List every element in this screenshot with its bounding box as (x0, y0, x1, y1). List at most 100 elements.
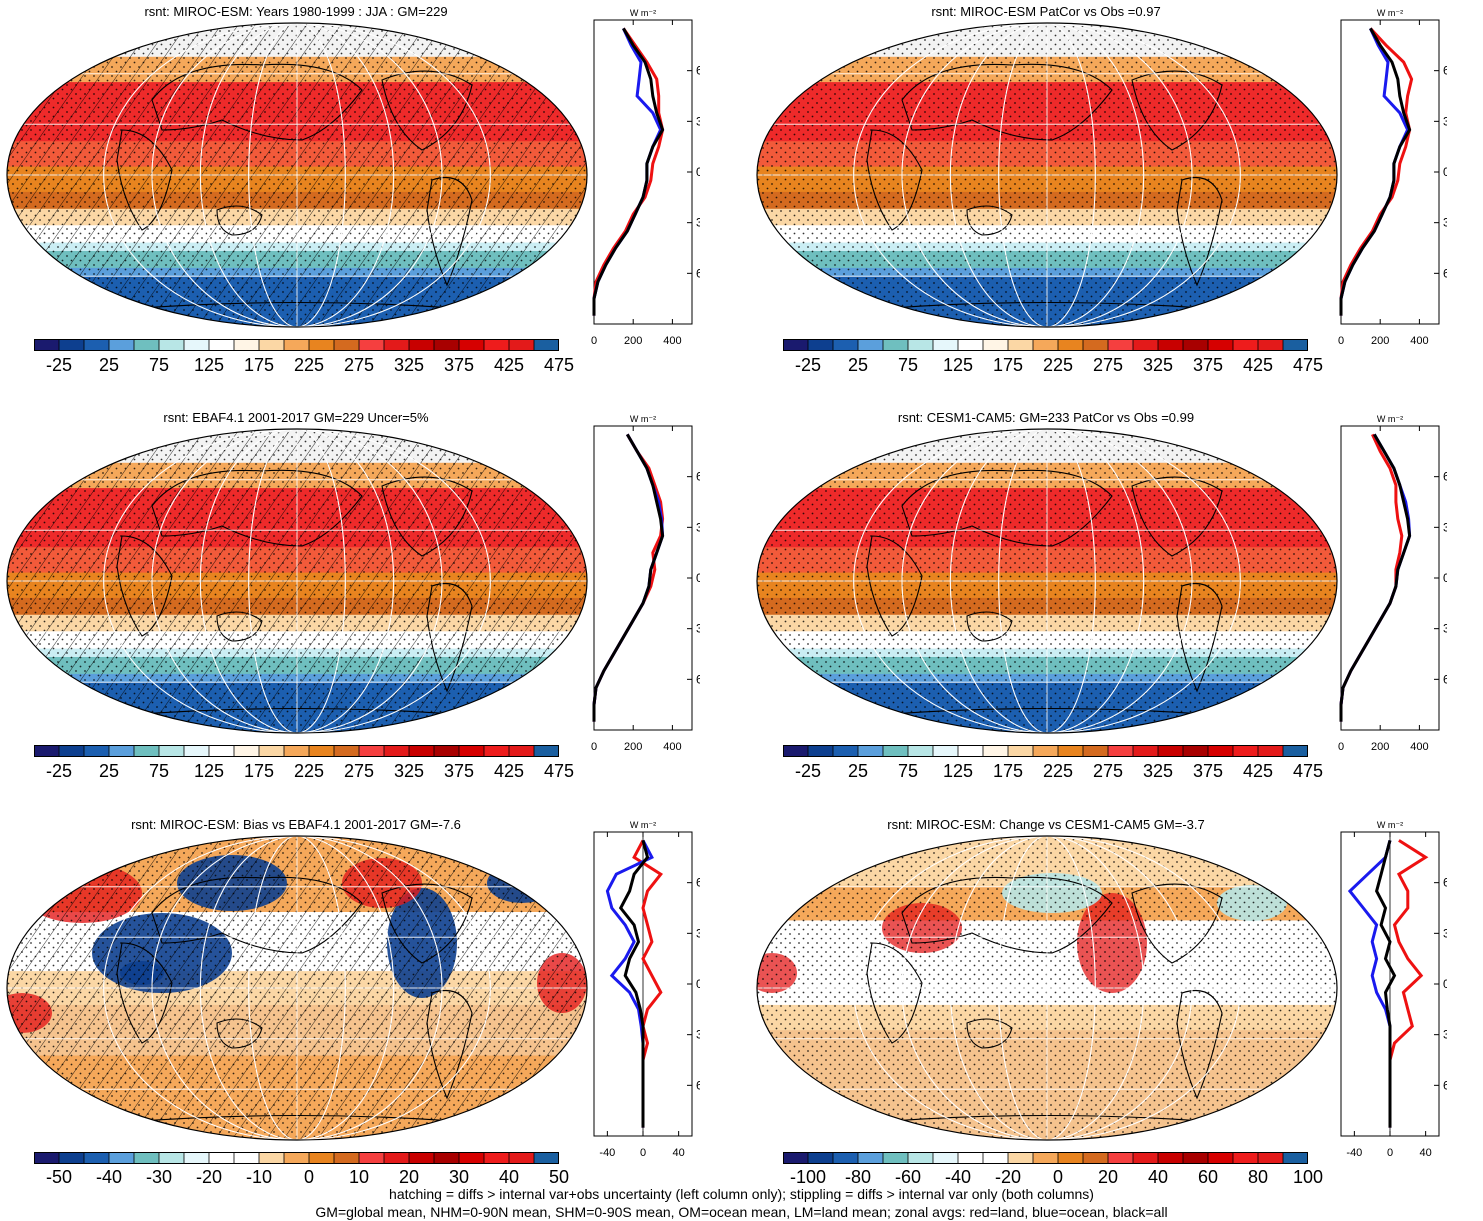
coastline (426, 582, 473, 693)
zonal-lat-label: 0 (696, 571, 700, 585)
colorbar-tick-label: 25 (847, 761, 869, 781)
coastline (151, 469, 363, 547)
colorbar-tick-label: -10 (245, 1167, 273, 1187)
zonal-lat-label: 60N (696, 64, 700, 78)
coastline (1131, 883, 1223, 964)
zonal-plot-6: W m⁻² 60N 30N 0 30S 60S -40 0 40 (1340, 820, 1447, 1159)
graticule-meridian (248, 836, 346, 1140)
colorbar-box (858, 1152, 884, 1164)
colorbar-box (933, 745, 959, 757)
colorbar-tick-label: -80 (844, 1167, 872, 1187)
colorbar-labels: -25 25 75 125 175 225 275 325 375 425 475 (783, 761, 1323, 785)
colorbar-box (783, 1152, 809, 1164)
colorbar-box (534, 745, 559, 757)
coastline (1131, 476, 1223, 557)
zonal-xtick-label: -40 (1346, 1147, 1362, 1159)
colorbar-tick-label: -25 (45, 761, 73, 781)
coastline (151, 63, 363, 141)
colorbar-box (484, 1152, 510, 1164)
colorbar-box (434, 745, 460, 757)
colorbar-box (1208, 1152, 1234, 1164)
colorbar-frame (783, 339, 1308, 351)
zonal-xtick-label: 0 (1338, 741, 1344, 753)
graticule-meridian (199, 23, 395, 327)
panel-title: rsnt: MIROC-ESM: Change vs CESM1-CAM5 GM… (887, 817, 1205, 832)
zonal-lat-label: 30S (696, 216, 700, 230)
coastline (116, 535, 173, 637)
zonal-lat-label: 60S (696, 672, 700, 686)
zonal-line-all (592, 27, 665, 316)
zonal-xtick-label: 200 (1371, 741, 1389, 753)
zonal-xtick-label: -40 (599, 1147, 615, 1159)
zonal-line-land (1339, 27, 1414, 316)
colorbar-box (34, 745, 60, 757)
colorbar-box (1183, 1152, 1209, 1164)
colorbar-1 (34, 339, 559, 351)
colorbar-tick-label: 80 (1247, 1167, 1269, 1187)
footer-line-2: GM=global mean, NHM=0-90N mean, SHM=0-90… (315, 1204, 1168, 1220)
coastline (116, 942, 173, 1044)
colorbar-box (883, 745, 909, 757)
colorbar-box (209, 339, 235, 351)
colorbar-box (1083, 339, 1109, 351)
colorbar-box (1258, 1152, 1284, 1164)
colorbar-box (434, 1152, 460, 1164)
map-field (757, 836, 1337, 1140)
colorbar-box (1208, 339, 1234, 351)
coastline (1176, 989, 1223, 1100)
colorbar-box (1083, 1152, 1109, 1164)
colorbar-frame (34, 339, 559, 351)
zonal-lat-label: 30S (1443, 1028, 1447, 1042)
colorbar-box (284, 745, 310, 757)
colorbar-box (84, 1152, 110, 1164)
colorbar-box (1008, 745, 1034, 757)
colorbar-box (59, 745, 85, 757)
zonal-lat-label: 30S (1443, 622, 1447, 636)
colorbar-tick-label: -60 (894, 1167, 922, 1187)
map-1 (6, 22, 588, 328)
colorbar-tick-label: -100 (789, 1167, 827, 1187)
colorbar-tick-label: -25 (794, 761, 822, 781)
colorbar-tick-label: 325 (1142, 355, 1174, 375)
colorbar-box (908, 745, 934, 757)
colorbar-box (259, 339, 285, 351)
colorbar-box (159, 745, 185, 757)
colorbar-box (1133, 339, 1159, 351)
colorbar-box (1133, 1152, 1159, 1164)
zonal-frame (593, 425, 693, 731)
colorbar-box (209, 1152, 235, 1164)
colorbar-4 (783, 745, 1308, 757)
colorbar-box (1108, 745, 1134, 757)
graticule-meridian (853, 23, 1241, 327)
colorbar-box (459, 339, 485, 351)
colorbar-tick-label: 275 (1092, 761, 1124, 781)
colorbar-tick-label: 325 (393, 355, 425, 375)
colorbar-box (184, 1152, 210, 1164)
colorbar-box (109, 1152, 135, 1164)
colorbar-box (384, 745, 410, 757)
map-border (6, 22, 588, 328)
colorbar-box (484, 745, 510, 757)
zonal-xtick-label: 400 (663, 741, 681, 753)
zonal-frame (1340, 19, 1440, 325)
colorbar-box (808, 339, 834, 351)
colorbar-tick-label: 40 (498, 1167, 520, 1187)
colorbar-tick-label: 10 (348, 1167, 370, 1187)
colorbar-box (833, 1152, 859, 1164)
map-2 (756, 22, 1338, 328)
colorbar-box (1058, 339, 1084, 351)
colorbar-tick-label: -20 (195, 1167, 223, 1187)
zonal-lat-label: 60N (1443, 876, 1447, 890)
colorbar-tick-label: 375 (1192, 355, 1224, 375)
colorbar-box (409, 339, 435, 351)
colorbar-tick-label: 125 (942, 761, 974, 781)
zonal-lat-label: 30S (1443, 216, 1447, 230)
coastline (1131, 70, 1223, 151)
colorbar-5 (34, 1152, 559, 1164)
colorbar-box (983, 1152, 1009, 1164)
colorbar-box (409, 1152, 435, 1164)
colorbar-tick-label: 60 (1197, 1167, 1219, 1187)
colorbar-frame (783, 1152, 1308, 1164)
colorbar-box (459, 1152, 485, 1164)
colorbar-tick-label: 325 (393, 761, 425, 781)
